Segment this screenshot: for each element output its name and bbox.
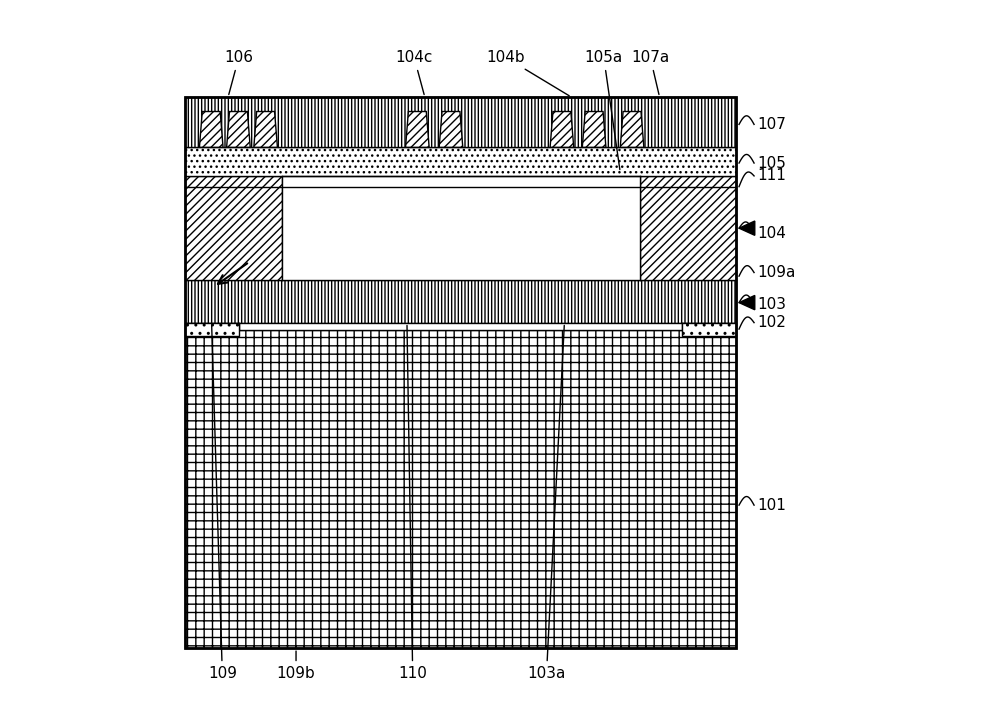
Text: 104: 104 (758, 226, 787, 240)
Polygon shape (550, 111, 574, 147)
Bar (185, 147, 736, 176)
Polygon shape (439, 111, 463, 147)
Text: 105a: 105a (585, 50, 623, 169)
Text: 109b: 109b (277, 651, 315, 681)
Polygon shape (199, 111, 223, 147)
Text: 101: 101 (758, 497, 787, 513)
Bar (185, 323, 239, 335)
Bar (682, 323, 736, 335)
Bar (185, 330, 736, 648)
Bar (185, 176, 282, 279)
Polygon shape (406, 111, 429, 147)
Text: 105: 105 (758, 156, 787, 171)
Polygon shape (254, 111, 277, 147)
Polygon shape (739, 295, 755, 310)
Text: 104c: 104c (395, 50, 433, 95)
Text: 109: 109 (208, 325, 237, 681)
Text: 107a: 107a (631, 50, 669, 95)
Bar (239, 323, 682, 330)
Bar (185, 97, 736, 648)
Text: 110: 110 (398, 325, 427, 681)
Bar (185, 97, 736, 147)
Text: 103a: 103a (527, 325, 566, 681)
Polygon shape (582, 111, 606, 147)
Text: 102: 102 (758, 315, 787, 330)
Text: 103: 103 (758, 298, 787, 312)
Text: 106: 106 (224, 50, 253, 95)
Bar (282, 176, 640, 279)
Bar (640, 176, 736, 279)
Text: 107: 107 (758, 117, 787, 132)
Polygon shape (227, 111, 250, 147)
Bar (185, 279, 736, 323)
Bar (185, 323, 239, 330)
Text: 104b: 104b (486, 50, 569, 96)
Text: 111: 111 (758, 169, 787, 183)
Bar (682, 323, 736, 330)
Polygon shape (739, 221, 755, 235)
Polygon shape (620, 111, 644, 147)
Text: 109a: 109a (758, 265, 796, 280)
